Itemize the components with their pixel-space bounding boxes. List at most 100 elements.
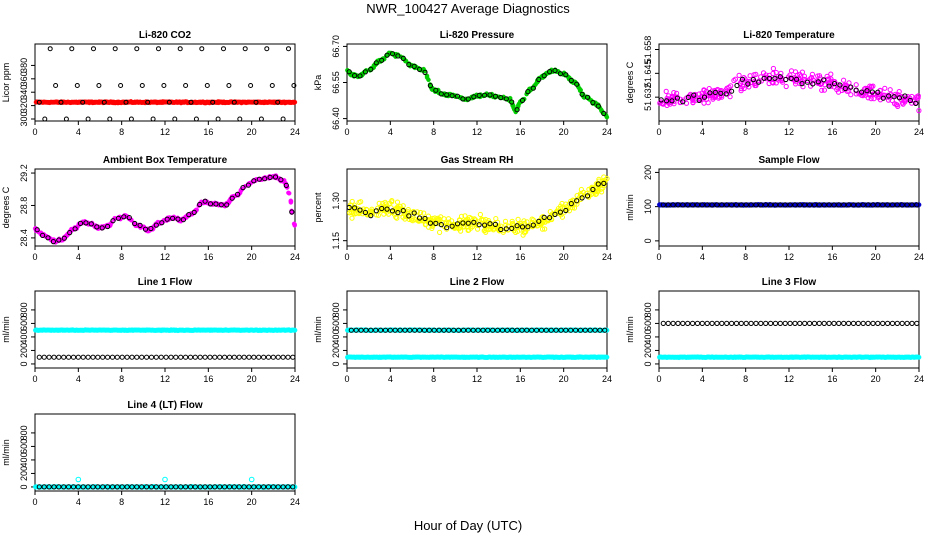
data-point	[193, 116, 199, 122]
data-point	[701, 92, 708, 99]
data-point	[433, 87, 439, 93]
data-point	[590, 100, 596, 106]
data-point	[804, 79, 811, 85]
x-tick-label: 12	[160, 374, 170, 384]
data-point	[880, 95, 886, 101]
data-point	[75, 354, 81, 360]
y-tick-label: 1.15	[331, 232, 341, 250]
data-points	[345, 327, 610, 361]
data-point	[787, 320, 793, 326]
data-point	[758, 320, 764, 326]
x-tick-label: 24	[290, 374, 300, 384]
data-point	[891, 94, 897, 100]
data-point	[664, 98, 670, 104]
data-point	[804, 77, 811, 84]
x-tick-label: 8	[119, 252, 124, 262]
x-tick-label: 0	[32, 127, 37, 137]
data-point	[724, 320, 730, 326]
data-point	[128, 116, 134, 122]
x-tick-label: 24	[914, 252, 924, 262]
data-point	[253, 99, 259, 105]
data-point	[207, 354, 213, 360]
data-points	[657, 202, 922, 208]
x-tick-label: 12	[160, 252, 170, 262]
data-point	[509, 99, 515, 105]
y-tick-label: 100	[643, 199, 653, 214]
data-points	[657, 65, 922, 114]
x-tick-label: 16	[515, 127, 525, 137]
data-point	[163, 354, 169, 360]
data-point	[768, 320, 774, 326]
data-point	[758, 78, 765, 84]
data-point	[199, 46, 205, 52]
x-tick-label: 24	[602, 252, 612, 262]
data-point	[750, 77, 756, 83]
data-point	[51, 354, 57, 360]
data-point	[870, 320, 876, 326]
data-point	[801, 73, 808, 79]
data-point	[379, 57, 385, 63]
panel-sample-flow: Sample Flow ml/min 0 4 8 12 16 20 24 0 100 200	[625, 155, 924, 262]
y-tick-label: 28.4	[19, 229, 29, 247]
data-point	[153, 354, 159, 360]
data-point	[766, 75, 773, 82]
x-tick-label: 16	[827, 127, 837, 137]
data-point	[604, 354, 610, 360]
x-tick-label: 4	[76, 127, 81, 137]
data-point	[828, 71, 834, 77]
y-axis-label: percent	[313, 192, 323, 223]
data-point	[557, 71, 564, 77]
data-point	[41, 354, 47, 360]
data-point	[487, 92, 493, 98]
x-tick-label: 0	[344, 252, 349, 262]
data-point	[677, 99, 683, 106]
data-point	[815, 79, 821, 85]
data-point	[101, 99, 107, 105]
data-point	[788, 75, 794, 82]
data-point	[96, 83, 102, 88]
data-point	[118, 83, 124, 88]
data-point	[853, 87, 859, 93]
x-tick-label: 24	[290, 127, 300, 137]
x-tick-label: 16	[203, 497, 213, 507]
data-point	[875, 320, 881, 326]
data-point	[712, 89, 718, 96]
data-point	[732, 76, 739, 82]
data-point	[816, 320, 822, 326]
x-tick-label: 4	[700, 127, 705, 137]
chart-title: Ambient Box Temperature	[103, 155, 228, 166]
x-tick-label: 4	[700, 252, 705, 262]
x-tick-label: 12	[160, 127, 170, 137]
data-point	[882, 85, 888, 91]
y-tick-label: 1.30	[331, 192, 341, 210]
x-tick-label: 16	[203, 374, 213, 384]
y-tick-label: 66.70	[331, 35, 341, 58]
data-point	[704, 320, 710, 326]
panel-gas-stream-rh: Gas Stream RH percent 0 4 8 12 16 20 24 1.15 1.30	[313, 155, 612, 262]
data-point	[286, 46, 291, 52]
data-point	[248, 83, 254, 88]
data-point	[875, 89, 881, 95]
data-point	[105, 354, 111, 360]
data-points	[33, 476, 298, 490]
data-point	[729, 88, 735, 94]
data-point	[821, 320, 827, 326]
x-tick-label: 12	[472, 374, 482, 384]
data-point	[406, 62, 412, 68]
data-point	[904, 320, 910, 326]
data-point	[902, 93, 908, 99]
data-point	[714, 320, 720, 326]
data-point	[658, 99, 664, 105]
data-point	[885, 320, 891, 326]
data-point	[894, 320, 900, 326]
x-tick-label: 0	[656, 127, 661, 137]
x-tick-label: 0	[656, 252, 661, 262]
y-axis-label: Licor ppm	[1, 63, 11, 103]
y-tick-label: 0	[331, 361, 341, 366]
data-point	[357, 73, 363, 79]
data-point	[694, 320, 701, 326]
data-point	[842, 85, 848, 92]
data-point	[821, 77, 827, 83]
